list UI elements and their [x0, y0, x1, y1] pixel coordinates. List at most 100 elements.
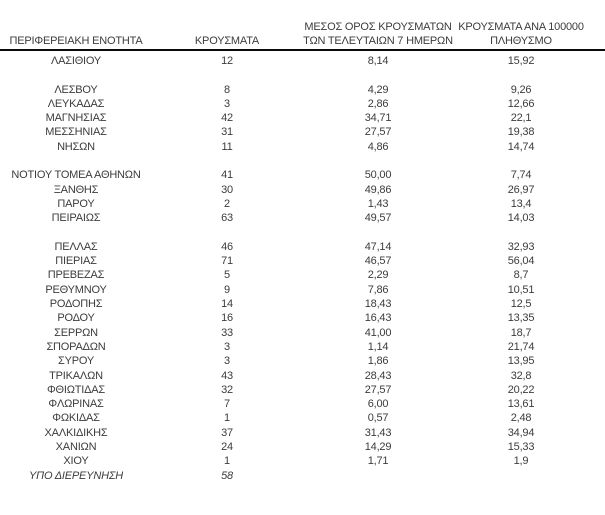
- cell-cases: 1: [224, 412, 230, 425]
- cell-per-100k: 26,97: [507, 183, 535, 196]
- cell-cases: 1: [224, 455, 230, 468]
- cell-avg-7day: 7,86: [367, 283, 389, 296]
- cell-region: ΣΕΡΡΩΝ: [54, 326, 98, 339]
- cell-per-100k: 1,9: [513, 455, 529, 468]
- table-row: ΠΡΕΒΕΖΑΣ 5 2,29 8,7: [0, 268, 605, 282]
- cell-per-100k: 12,66: [507, 97, 535, 110]
- table-row: ΦΘΙΩΤΙΔΑΣ 32 27,57 20,22: [0, 383, 605, 397]
- table-row: ΤΡΙΚΑΛΩΝ 43 28,43 32,8: [0, 369, 605, 383]
- cell-cases: 41: [221, 169, 233, 182]
- cell-per-100k: 9,26: [510, 83, 532, 96]
- cell-region: ΛΑΣΙΘΙΟΥ: [50, 55, 102, 67]
- cell-region: ΦΩΚΙΔΑΣ: [52, 412, 100, 425]
- column-header-region: ΠΕΡΙΦΕΡΕΙΑΚΗ ΕΝΟΤΗΤΑ: [0, 2, 152, 49]
- cell-per-100k: 19,38: [507, 126, 535, 139]
- cell-cases: 37: [221, 426, 233, 439]
- cell-per-100k: 12,5: [510, 298, 532, 311]
- cell-avg-7day: 47,14: [364, 240, 392, 253]
- cell-cases: 2: [224, 197, 230, 210]
- table-row: ΛΑΣΙΘΙΟΥ 12 8,14 15,92: [0, 54, 605, 68]
- cell-per-100k: 8,7: [513, 269, 529, 282]
- cell-region: ΝΟΤΙΟΥ ΤΟΜΕΑ ΑΘΗΝΩΝ: [11, 169, 141, 182]
- cell-cases: 3: [224, 97, 230, 110]
- cell-avg-7day: 49,86: [364, 183, 392, 196]
- cell-avg-7day: 2,29: [367, 269, 389, 282]
- cell-per-100k: 10,51: [507, 283, 535, 296]
- column-header-per-100k-line1: ΚΡΟΥΣΜΑΤΑ ΑΝΑ 100000: [458, 21, 584, 33]
- cell-region: ΧΑΛΚΙΔΙΚΗΣ: [44, 426, 108, 439]
- cell-avg-7day: 0,57: [367, 412, 389, 425]
- column-header-cases-label: ΚΡΟΥΣΜΑΤΑ: [194, 34, 260, 47]
- cell-avg-7day: 28,43: [364, 369, 392, 382]
- cell-region: ΠΕΛΛΑΣ: [54, 240, 98, 253]
- table-row: ΛΕΣΒΟΥ 8 4,29 9,26: [0, 83, 605, 97]
- table-row: ΥΠΟ ΔΙΕΡΕΥΝΗΣΗ 58: [0, 469, 605, 483]
- cell-cases: 7: [224, 398, 230, 411]
- cell-cases: 16: [221, 312, 233, 325]
- cell-cases: 5: [224, 269, 230, 282]
- table-row: ΣΥΡΟΥ 3 1,86 13,95: [0, 354, 605, 368]
- cell-avg-7day: 1,43: [367, 197, 389, 210]
- cell-region: ΣΠΟΡΑΔΩΝ: [46, 340, 106, 353]
- cell-cases: 9: [224, 283, 230, 296]
- cell-region: ΡΟΔΟΠΗΣ: [49, 298, 103, 311]
- cell-cases: 32: [221, 383, 233, 396]
- cell-cases: 33: [221, 326, 233, 339]
- column-header-avg-7day-line2: ΤΩΝ ΤΕΛΕΥΤΑΙΩΝ 7 ΗΜΕΡΩΝ: [303, 34, 453, 47]
- cell-region: ΡΕΘΥΜΝΟΥ: [45, 283, 107, 296]
- cell-cases: 8: [224, 83, 230, 96]
- column-header-avg-7day: ΜΕΣΟΣ ΟΡΟΣ ΚΡΟΥΣΜΑΤΩΝ ΤΩΝ ΤΕΛΕΥΤΑΙΩΝ 7 Η…: [302, 2, 454, 49]
- cell-cases: 24: [221, 441, 233, 454]
- cell-avg-7day: 27,57: [364, 126, 392, 139]
- cell-per-100k: 20,22: [507, 383, 535, 396]
- cell-avg-7day: 4,29: [367, 83, 389, 96]
- cell-avg-7day: 1,86: [367, 355, 389, 368]
- cell-avg-7day: 16,43: [364, 312, 392, 325]
- cell-avg-7day: 50,00: [364, 169, 392, 182]
- table-row: ΠΕΙΡΑΙΩΣ 63 49,57 14,03: [0, 211, 605, 225]
- cell-per-100k: 13,95: [507, 355, 535, 368]
- column-header-region-label: ΠΕΡΙΦΕΡΕΙΑΚΗ ΕΝΟΤΗΤΑ: [9, 34, 143, 47]
- table-header-row: ΠΕΡΙΦΕΡΕΙΑΚΗ ΕΝΟΤΗΤΑ ΚΡΟΥΣΜΑΤΑ ΜΕΣΟΣ ΟΡΟ…: [0, 0, 605, 51]
- table-row: ΡΟΔΟΠΗΣ 14 18,43 12,5: [0, 297, 605, 311]
- table-row: ΣΕΡΡΩΝ 33 41,00 18,7: [0, 326, 605, 340]
- cell-avg-7day: 1,14: [367, 340, 389, 353]
- cell-region: ΡΟΔΟΥ: [57, 312, 95, 325]
- column-header-avg-7day-line1: ΜΕΣΟΣ ΟΡΟΣ ΚΡΟΥΣΜΑΤΩΝ: [304, 21, 452, 33]
- table-row: ΞΑΝΘΗΣ 30 49,86 26,97: [0, 183, 605, 197]
- cell-region: ΝΗΣΩΝ: [57, 140, 95, 153]
- cell-per-100k: 7,74: [510, 169, 532, 182]
- cell-cases: 3: [224, 340, 230, 353]
- cell-region: ΠΙΕΡΙΑΣ: [55, 255, 97, 268]
- table-row: ΠΙΕΡΙΑΣ 71 46,57 56,04: [0, 254, 605, 268]
- cell-per-100k: 22,1: [510, 112, 532, 125]
- cell-region: ΧΙΟΥ: [63, 455, 89, 468]
- cell-region: ΠΑΡΟΥ: [57, 197, 95, 210]
- table-row: ΠΕΛΛΑΣ 46 47,14 32,93: [0, 240, 605, 254]
- table-row: ΦΛΩΡΙΝΑΣ 7 6,00 13,61: [0, 397, 605, 411]
- cell-per-100k: 15,92: [507, 55, 535, 67]
- table-row: ΧΑΛΚΙΔΙΚΗΣ 37 31,43 34,94: [0, 426, 605, 440]
- cell-region: ΦΛΩΡΙΝΑΣ: [48, 398, 104, 411]
- table-row: ΦΩΚΙΔΑΣ 1 0,57 2,48: [0, 411, 605, 425]
- cell-region: ΞΑΝΘΗΣ: [53, 183, 99, 196]
- table-row: ΛΕΥΚΑΔΑΣ 3 2,86 12,66: [0, 97, 605, 111]
- cell-cases: 58: [221, 469, 233, 482]
- cell-region: ΤΡΙΚΑΛΩΝ: [49, 369, 103, 382]
- cell-per-100k: 32,93: [507, 240, 535, 253]
- cell-region: ΣΥΡΟΥ: [57, 355, 94, 368]
- cell-cases: 42: [221, 112, 233, 125]
- cell-region: ΧΑΝΙΩΝ: [55, 441, 97, 454]
- table-row: ΡΟΔΟΥ 16 16,43 13,35: [0, 311, 605, 325]
- cell-per-100k: 18,7: [510, 326, 532, 339]
- cell-per-100k: 13,4: [510, 197, 532, 210]
- cell-per-100k: 13,35: [507, 312, 535, 325]
- spacer-row: [0, 68, 605, 82]
- spacer-row: [0, 226, 605, 240]
- cell-per-100k: 2,48: [510, 412, 532, 425]
- cell-avg-7day: 1,71: [367, 455, 389, 468]
- cell-avg-7day: 49,57: [364, 212, 392, 225]
- cell-avg-7day: 18,43: [364, 298, 392, 311]
- table-row: ΣΠΟΡΑΔΩΝ 3 1,14 21,74: [0, 340, 605, 354]
